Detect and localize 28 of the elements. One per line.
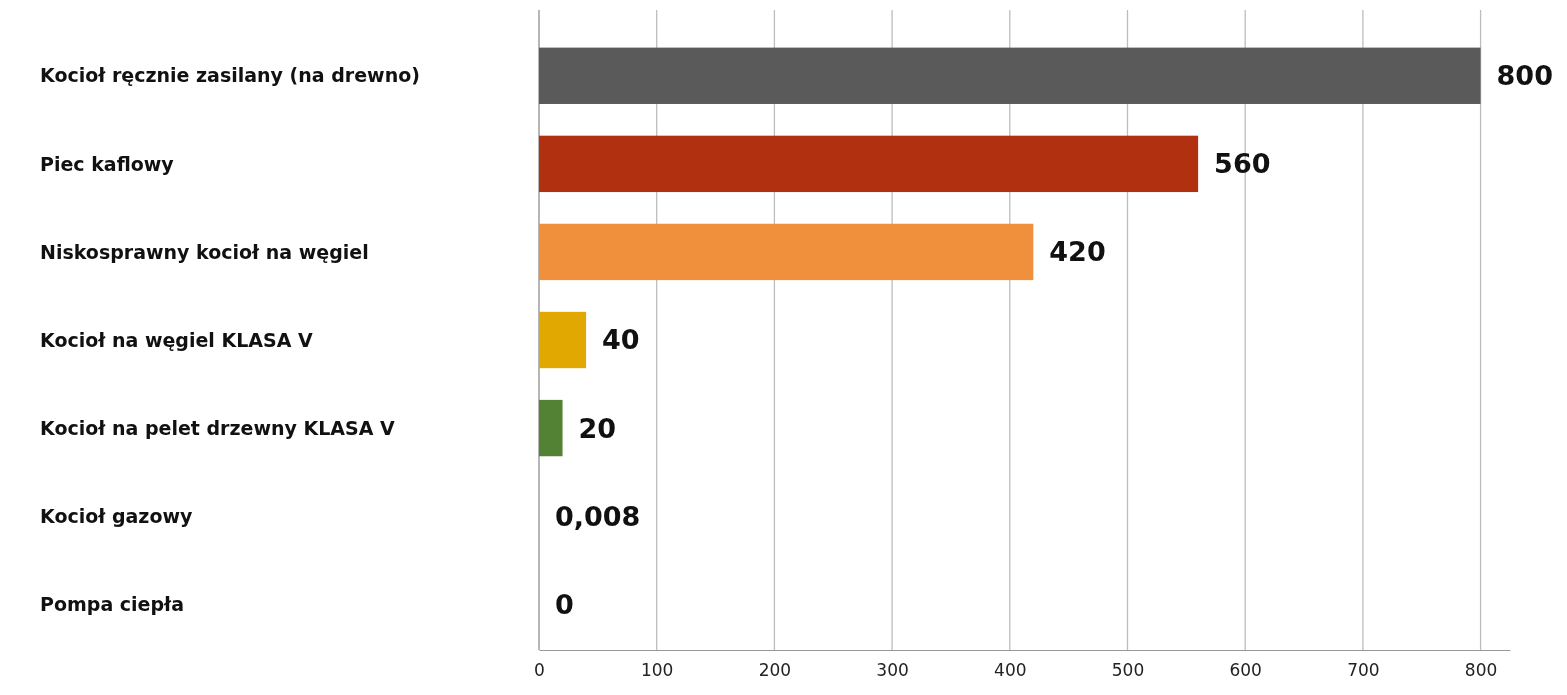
- bar: [539, 311, 587, 369]
- data-label: 800: [1496, 60, 1553, 92]
- y-tick-label: Niskosprawny kocioł na węgiel: [40, 240, 369, 263]
- y-tick-label: Kocioł gazowy: [40, 504, 194, 527]
- x-tick-label: 700: [1347, 660, 1380, 681]
- data-label: 420: [1049, 236, 1106, 268]
- y-tick-label: Kocioł na węgiel KLASA V: [40, 328, 313, 351]
- bar: [539, 399, 563, 457]
- bar: [539, 135, 1199, 193]
- x-tick-label: 400: [994, 660, 1027, 681]
- x-tick-label: 600: [1229, 660, 1262, 681]
- y-tick-label: Pompa ciepła: [40, 592, 184, 615]
- data-label: 20: [578, 412, 617, 444]
- y-tick-label: Kocioł na pelet drzewny KLASA V: [40, 416, 396, 439]
- data-label: 0: [555, 588, 574, 620]
- bar: [539, 223, 1034, 281]
- y-tick-label: Kocioł ręcznie zasilany (na drewno): [40, 64, 420, 87]
- x-tick-label: 100: [640, 660, 674, 681]
- bar: [539, 47, 1481, 104]
- data-label: 0,008: [555, 500, 641, 532]
- y-tick-label: Piec kaflowy: [40, 152, 175, 175]
- data-label: 40: [602, 324, 640, 356]
- x-tick-label: 800: [1464, 660, 1498, 681]
- x-tick-label: 500: [1111, 660, 1145, 681]
- x-tick-label: 0: [534, 660, 545, 681]
- data-label: 560: [1214, 148, 1271, 180]
- x-tick-label: 300: [876, 660, 909, 681]
- x-tick-label: 200: [758, 660, 792, 681]
